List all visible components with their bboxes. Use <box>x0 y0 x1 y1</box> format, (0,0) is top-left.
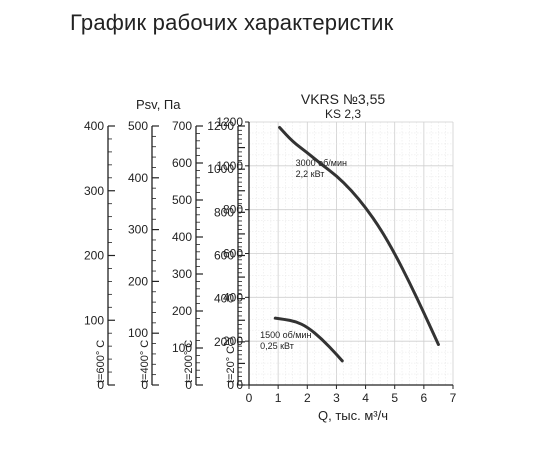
secondary-tick-label: 400 <box>128 171 148 185</box>
secondary-tick-label: 0 <box>97 378 104 392</box>
secondary-tick-label: 0 <box>227 378 234 392</box>
x-axis-label: Q, тыс. м³/ч <box>318 408 388 423</box>
secondary-tick-label: 600 <box>214 249 234 263</box>
pressure-axis-title: Psv, Па <box>136 97 181 112</box>
temperature-label: t=20° C <box>225 346 237 383</box>
secondary-tick-label: 400 <box>84 119 104 133</box>
secondary-tick-label: 400 <box>172 230 192 244</box>
series-line-2 <box>273 316 344 363</box>
x-tick-label: 1 <box>275 391 282 405</box>
secondary-tick-label: 300 <box>84 184 104 198</box>
x-tick-label: 3 <box>333 391 340 405</box>
x-tick-label: 5 <box>391 391 398 405</box>
x-tick-label: 0 <box>246 391 253 405</box>
temperature-label: t=200° C <box>183 340 195 383</box>
secondary-tick-label: 800 <box>214 205 234 219</box>
secondary-tick-label: 100 <box>172 341 192 355</box>
y-tick-label: 1200 <box>216 115 243 129</box>
secondary-tick-label: 100 <box>84 313 104 327</box>
secondary-tick-label: 400 <box>214 292 234 306</box>
secondary-tick-label: 0 <box>141 378 148 392</box>
series-line-1 <box>278 125 440 346</box>
secondary-tick-label: 500 <box>128 119 148 133</box>
series-label-2: 0,25 кВт <box>260 341 294 351</box>
secondary-tick-label: 300 <box>172 267 192 281</box>
secondary-tick-label: 1000 <box>207 162 234 176</box>
x-tick-label: 4 <box>362 391 369 405</box>
secondary-tick-label: 200 <box>128 274 148 288</box>
secondary-tick-label: 1200 <box>207 119 234 133</box>
secondary-tick-label: 0 <box>185 378 192 392</box>
page-title: График рабочих характеристик <box>70 10 394 35</box>
secondary-tick-label: 600 <box>172 156 192 170</box>
secondary-tick-label: 700 <box>172 119 192 133</box>
x-tick-label: 6 <box>421 391 428 405</box>
x-tick-label: 2 <box>304 391 311 405</box>
series-label-2: 1500 об/мин <box>260 330 311 340</box>
secondary-tick-label: 200 <box>214 335 234 349</box>
secondary-tick-label: 200 <box>84 249 104 263</box>
model-subtitle: KS 2,3 <box>325 107 361 121</box>
temperature-label: t=600° C <box>95 340 107 383</box>
secondary-tick-label: 500 <box>172 193 192 207</box>
secondary-tick-label: 200 <box>172 304 192 318</box>
series-label-1: 3000 об/мин <box>296 158 347 168</box>
y-tick-label: 1000 <box>216 159 243 173</box>
secondary-tick-label: 100 <box>128 326 148 340</box>
x-tick-label: 7 <box>450 391 457 405</box>
temperature-label: t=400° C <box>139 340 151 383</box>
model-title: VKRS №3,55 <box>301 91 385 107</box>
series-label-1: 2,2 кВт <box>296 169 325 179</box>
secondary-tick-label: 300 <box>128 223 148 237</box>
